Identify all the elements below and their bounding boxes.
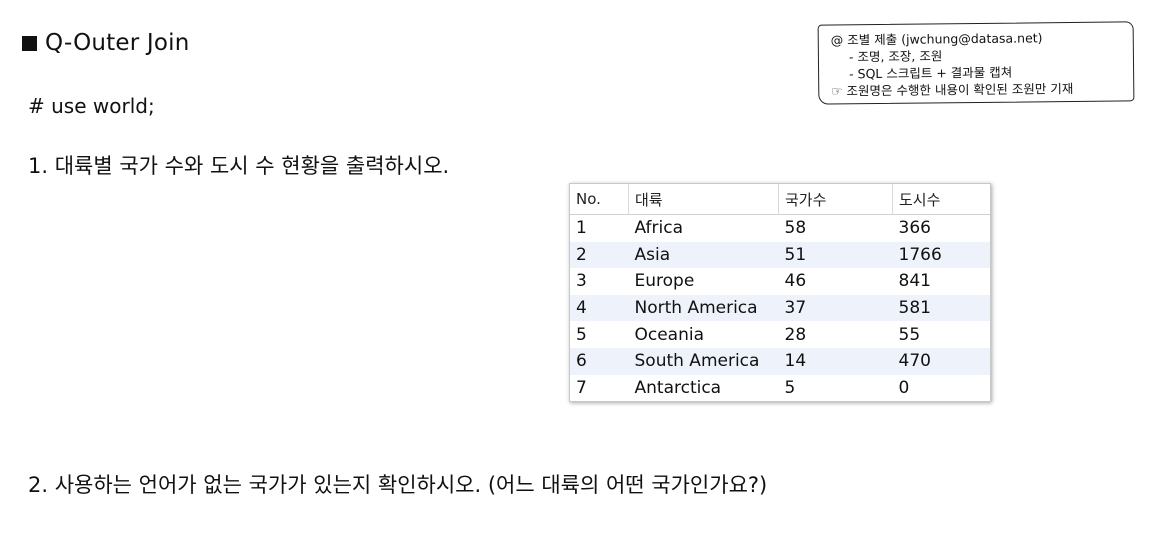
cell-city-count: 841 <box>898 271 931 292</box>
cell-no: 2 <box>570 241 629 269</box>
question-2: 2. 사용하는 언어가 없는 국가가 있는지 확인하시오. (어느 대륙의 어떤… <box>28 473 768 497</box>
cell-continent: South America <box>628 347 779 375</box>
result-grid: No. 대륙 국가수 도시수 1 Africa 58 366 2 Asia 51… <box>570 184 990 401</box>
bullet-square-icon <box>22 35 37 51</box>
cell-city-count: 581 <box>892 294 990 322</box>
table-row[interactable]: 5 Oceania 28 55 <box>570 321 990 348</box>
question-1: 1. 대륙별 국가 수와 도시 수 현황을 출력하시오. <box>28 154 450 178</box>
result-table: No. 대륙 국가수 도시수 1 Africa 58 366 2 Asia 51… <box>569 183 991 403</box>
header-country-count[interactable]: 국가수 <box>778 184 893 215</box>
cell-country-count: 5 <box>784 377 796 398</box>
cell-country-count: 14 <box>778 347 893 375</box>
cell-continent: Africa <box>634 218 684 239</box>
cell-country-count: 51 <box>778 241 893 269</box>
cell-no: 5 <box>576 324 587 345</box>
header-city-count[interactable]: 도시수 <box>892 184 990 215</box>
cell-city-count: 0 <box>898 377 910 398</box>
note-line-members: ☞ 조원명은 수행한 내용이 확인된 조원만 기재 <box>831 80 1074 99</box>
table-row[interactable]: 2 Asia 51 1766 <box>570 241 990 269</box>
cell-no: 6 <box>570 347 629 375</box>
table-row[interactable]: 6 South America 14 470 <box>570 347 990 375</box>
section-title: Q-Outer Join <box>22 30 190 56</box>
cell-city-count: 1766 <box>892 241 990 269</box>
table-row[interactable]: 3 Europe 46 841 <box>570 268 990 295</box>
submission-note: @ 조별 제출 (jwchung@datasa.net) - 조명, 조장, 조… <box>817 21 1135 105</box>
cell-no: 7 <box>576 377 587 398</box>
cell-no: 1 <box>576 218 587 239</box>
cell-no: 3 <box>576 271 587 292</box>
cell-continent: Oceania <box>634 324 705 345</box>
table-row[interactable]: 7 Antarctica 5 0 <box>570 375 990 402</box>
cell-country-count: 37 <box>778 294 893 322</box>
header-no[interactable]: No. <box>570 184 629 215</box>
cell-country-count: 28 <box>784 324 807 345</box>
table-row[interactable]: 4 North America 37 581 <box>570 294 990 322</box>
section-title-text: Q-Outer Join <box>45 30 190 56</box>
cell-continent: Asia <box>628 241 779 269</box>
header-continent[interactable]: 대륙 <box>628 184 779 215</box>
cell-city-count: 470 <box>892 347 990 375</box>
table-header-row: No. 대륙 국가수 도시수 <box>570 184 990 215</box>
cell-city-count: 55 <box>898 324 921 345</box>
cell-no: 4 <box>570 294 629 322</box>
cell-country-count: 46 <box>784 271 807 292</box>
cell-continent: Europe <box>634 271 695 292</box>
table-row[interactable]: 1 Africa 58 366 <box>570 215 990 242</box>
use-statement: # use world; <box>28 94 155 118</box>
cell-continent: North America <box>628 294 779 322</box>
cell-city-count: 366 <box>898 218 931 239</box>
cell-continent: Antarctica <box>634 377 722 398</box>
cell-country-count: 58 <box>784 218 807 239</box>
